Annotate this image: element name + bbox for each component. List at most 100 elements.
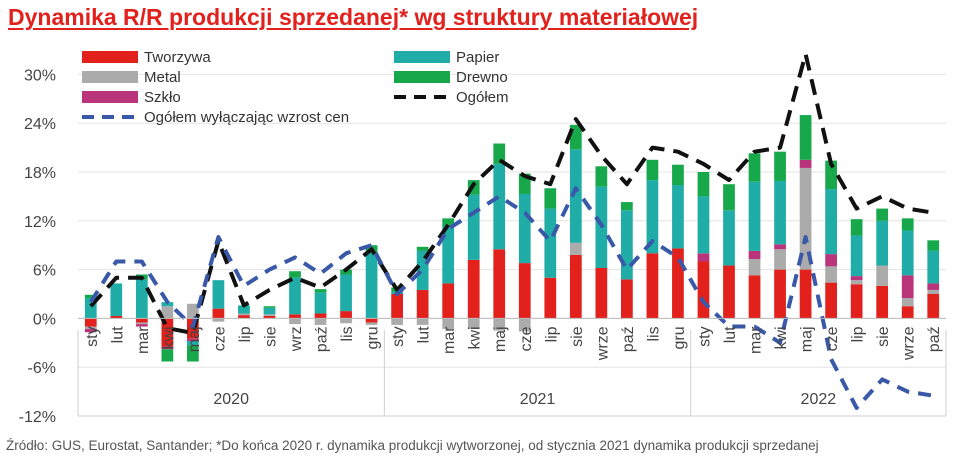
bar-drewno-7 <box>263 306 276 308</box>
bar-tworzywa-2 <box>135 318 148 323</box>
bar-metal-3 <box>161 306 174 319</box>
bar-drewno-17 <box>518 173 531 194</box>
bar-tworzywa-18 <box>544 277 557 319</box>
bar-tworzywa-13 <box>416 289 429 319</box>
legend-label-6: Ogółem wyłączając wzrost cen <box>144 109 349 126</box>
chart-title: Dynamika R/R produkcji sprzedanej* wg st… <box>8 4 699 30</box>
bar-papier-25 <box>723 210 735 266</box>
bar-tworzywa-27 <box>774 269 786 319</box>
bar-drewno-26 <box>748 153 761 182</box>
bar-papier-33 <box>927 250 940 284</box>
bar-metal-12 <box>391 318 403 325</box>
legend-label-1: Metal <box>144 69 181 86</box>
x-tick-label-32: wrze <box>901 326 918 361</box>
line-layer <box>89 52 934 410</box>
bar-tworzywa-1 <box>110 315 123 319</box>
bar-tworzywa-6 <box>238 315 250 319</box>
y-tick-label: 12% <box>24 214 56 231</box>
bar-papier-9 <box>314 292 327 314</box>
bar-metal-16 <box>493 318 506 331</box>
x-tick-label-18: lip <box>543 326 560 342</box>
bar-papier-24 <box>697 196 710 254</box>
bar-metal-4 <box>187 303 199 319</box>
bar-metal-31 <box>876 265 889 286</box>
legend-label-2: Szkło <box>144 89 181 106</box>
bar-drewno-9 <box>314 289 327 293</box>
legend-label-3: Papier <box>456 49 499 66</box>
bar-papier-2 <box>135 279 148 319</box>
x-tick-label-26: mar <box>748 326 765 354</box>
bar-szkło-4 <box>187 338 199 342</box>
bar-drewno-27 <box>774 151 786 181</box>
bar-szkło-2 <box>135 324 148 327</box>
bar-metal-10 <box>340 318 352 324</box>
bar-drewno-13 <box>416 246 429 251</box>
x-tick-label-3: kwi <box>160 326 177 349</box>
bar-papier-26 <box>748 181 761 251</box>
bar-tworzywa-11 <box>365 318 378 323</box>
bar-metal-30 <box>850 280 863 285</box>
bar-metal-13 <box>416 318 429 325</box>
bar-metal-33 <box>927 289 940 294</box>
bar-drewno-30 <box>850 219 863 236</box>
y-tick-label: -6% <box>28 360 56 377</box>
x-tick-label-1: lut <box>109 326 126 343</box>
source-note: Źródło: GUS, Eurostat, Santander; *Do ko… <box>6 438 819 453</box>
bar-metal-6 <box>238 313 250 316</box>
bar-papier-10 <box>340 274 352 312</box>
y-tick-label: 30% <box>24 67 56 84</box>
bar-metal-14 <box>442 318 455 329</box>
bar-papier-5 <box>212 280 225 309</box>
bar-tworzywa-29 <box>825 282 837 319</box>
bar-szkło-24 <box>697 253 710 262</box>
bar-drewno-16 <box>493 143 506 164</box>
x-tick-label-27: kwi <box>773 326 790 349</box>
bar-tworzywa-8 <box>289 314 301 319</box>
bar-tworzywa-3 <box>161 318 174 347</box>
bar-papier-31 <box>876 220 889 266</box>
x-tick-label-30: lip <box>850 326 867 342</box>
bar-drewno-28 <box>799 115 812 160</box>
bar-szkło-28 <box>799 159 812 168</box>
bar-tworzywa-32 <box>901 306 914 319</box>
bar-papier-23 <box>672 185 684 249</box>
x-tick-label-15: kwi <box>467 326 484 349</box>
x-tick-label-21: paź <box>620 326 637 352</box>
bar-tworzywa-7 <box>263 315 276 319</box>
year-label-2022: 2022 <box>801 391 837 408</box>
y-tick-label: -12% <box>19 409 56 426</box>
bar-tworzywa-14 <box>442 283 455 319</box>
bar-tworzywa-33 <box>927 294 940 319</box>
bar-papier-0 <box>84 298 97 319</box>
bar-drewno-32 <box>901 218 914 231</box>
x-tick-label-19: sie <box>569 326 586 347</box>
bar-metal-17 <box>518 318 531 332</box>
x-tick-label-23: gru <box>671 326 688 349</box>
bar-metal-8 <box>289 318 301 325</box>
bar-szkło-33 <box>927 283 940 290</box>
bar-papier-6 <box>238 305 250 314</box>
bar-metal-19 <box>569 242 582 255</box>
bar-drewno-14 <box>442 218 455 227</box>
x-tick-label-6: lip <box>237 326 254 342</box>
bar-papier-11 <box>365 253 378 319</box>
x-tick-label-4: maj <box>186 326 203 352</box>
bar-layer <box>84 115 940 362</box>
bar-metal-32 <box>901 298 914 307</box>
bar-tworzywa-12 <box>391 294 403 319</box>
bar-papier-27 <box>774 180 786 245</box>
bar-papier-29 <box>825 189 837 255</box>
bar-papier-14 <box>442 226 455 284</box>
bar-metal-2 <box>135 322 148 325</box>
bar-tworzywa-22 <box>646 253 659 319</box>
bar-tworzywa-23 <box>672 248 684 319</box>
bar-metal-9 <box>314 318 327 325</box>
legend-swatch-4 <box>394 71 450 83</box>
bar-papier-7 <box>263 307 276 315</box>
legend-swatch-3 <box>394 51 450 63</box>
bar-tworzywa-31 <box>876 285 889 319</box>
legend-swatch-1 <box>82 71 138 83</box>
bar-drewno-25 <box>723 184 735 211</box>
bar-tworzywa-28 <box>799 269 812 319</box>
